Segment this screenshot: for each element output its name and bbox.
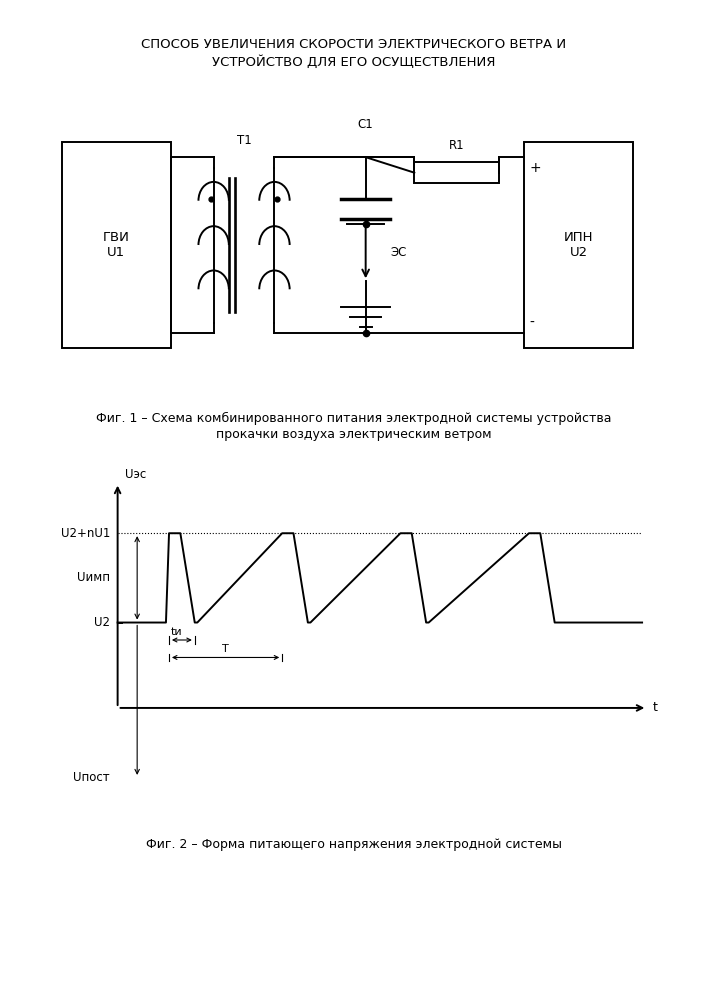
Text: прокачки воздуха электрическим ветром: прокачки воздуха электрическим ветром [216,428,491,441]
Text: УСТРОЙСТВО ДЛЯ ЕГО ОСУЩЕСТВЛЕНИЯ: УСТРОЙСТВО ДЛЯ ЕГО ОСУЩЕСТВЛЕНИЯ [212,55,495,69]
Text: ГВИ
U1: ГВИ U1 [103,231,130,259]
Text: U2: U2 [94,616,110,629]
Text: +: + [530,161,542,175]
Text: tи: tи [171,627,182,637]
Text: t: t [653,701,658,714]
Text: ИПН
U2: ИПН U2 [563,231,593,259]
Bar [414,162,499,183]
Text: U2+nU1: U2+nU1 [61,527,110,540]
Text: Uимп: Uимп [77,571,110,584]
Text: Uпост: Uпост [74,771,110,784]
Text: -: - [530,316,534,330]
Text: ЭС: ЭС [390,246,407,259]
Bar [62,142,171,348]
Text: T1: T1 [237,134,252,147]
Bar [524,142,633,348]
Text: C1: C1 [358,118,373,131]
Text: Фиг. 1 – Схема комбинированного питания электродной системы устройства: Фиг. 1 – Схема комбинированного питания … [95,412,612,425]
Text: Uэс: Uэс [125,468,146,481]
Text: T: T [222,644,229,654]
Text: Фиг. 2 – Форма питающего напряжения электродной системы: Фиг. 2 – Форма питающего напряжения элек… [146,838,561,851]
Text: СПОСОБ УВЕЛИЧЕНИЯ СКОРОСТИ ЭЛЕКТРИЧЕСКОГО ВЕТРА И: СПОСОБ УВЕЛИЧЕНИЯ СКОРОСТИ ЭЛЕКТРИЧЕСКОГ… [141,38,566,51]
Text: R1: R1 [449,139,464,152]
